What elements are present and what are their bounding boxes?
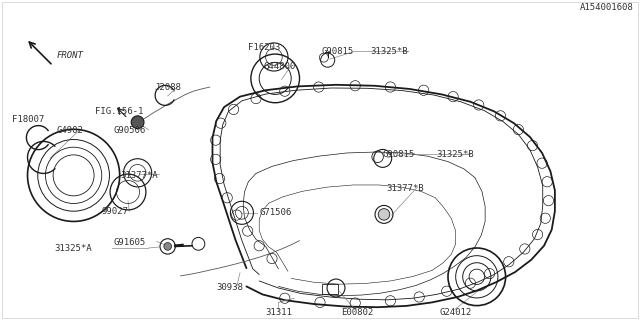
Text: 31325*B: 31325*B bbox=[370, 47, 408, 56]
Circle shape bbox=[131, 116, 144, 129]
Text: G4902: G4902 bbox=[56, 126, 83, 135]
Text: 31325*B: 31325*B bbox=[436, 150, 474, 159]
Text: FRONT: FRONT bbox=[56, 52, 83, 60]
Text: G90506: G90506 bbox=[114, 126, 146, 135]
Bar bbox=[322, 284, 338, 294]
Text: 99027: 99027 bbox=[101, 207, 128, 216]
Text: 30938: 30938 bbox=[216, 283, 243, 292]
Text: FIG.156-1: FIG.156-1 bbox=[95, 107, 143, 116]
Text: G91605: G91605 bbox=[114, 238, 146, 247]
Text: F18007: F18007 bbox=[12, 115, 44, 124]
Text: A154001608: A154001608 bbox=[580, 4, 634, 12]
Text: G44800: G44800 bbox=[264, 62, 296, 71]
Text: G90815: G90815 bbox=[383, 150, 415, 159]
Circle shape bbox=[378, 209, 390, 220]
Text: F16203: F16203 bbox=[248, 43, 280, 52]
Text: E00802: E00802 bbox=[341, 308, 373, 317]
Circle shape bbox=[164, 243, 172, 250]
Text: 31311: 31311 bbox=[265, 308, 292, 317]
Text: 31325*A: 31325*A bbox=[54, 244, 92, 253]
Text: 31377*A: 31377*A bbox=[120, 171, 158, 180]
Text: 31377*B: 31377*B bbox=[387, 184, 424, 193]
Text: J2088: J2088 bbox=[155, 83, 182, 92]
Text: G24012: G24012 bbox=[440, 308, 472, 317]
Text: G90815: G90815 bbox=[321, 47, 353, 56]
Text: G71506: G71506 bbox=[259, 208, 291, 217]
